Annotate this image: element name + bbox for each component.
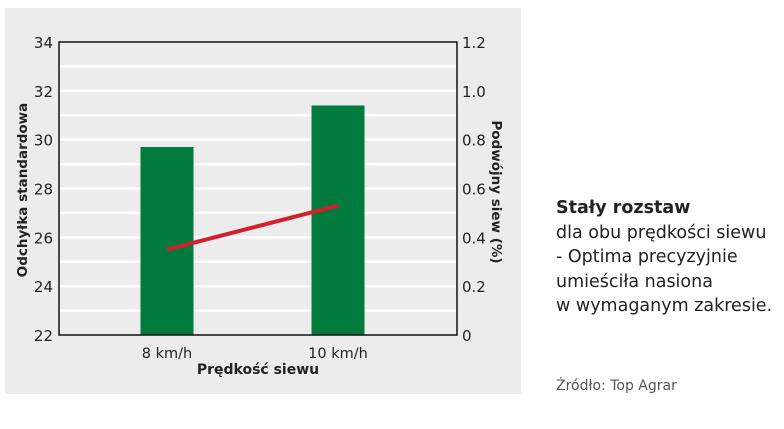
x-axis-label: Prędkość siewu [197, 362, 319, 378]
line-series [166, 203, 339, 252]
y-tick-right: 0 [462, 327, 472, 345]
y-tick-right: 0.4 [462, 229, 486, 247]
side-note: Stały rozstaw dla obu prędkości siewu - … [556, 196, 772, 319]
bar [140, 146, 194, 335]
y-tick-left: 24 [34, 278, 53, 296]
y-axis-label-left: Odchyłka standardowa [15, 103, 31, 278]
side-title: Stały rozstaw [556, 198, 691, 218]
side-line: - Optima precyzyjnie [556, 247, 738, 267]
side-line: umieściła nasiona [556, 271, 713, 292]
y-tick-left: 30 [34, 132, 53, 150]
y-tick-right: 0.2 [462, 278, 486, 296]
y-tick-right: 0.8 [462, 132, 486, 150]
x-tick: 8 km/h [142, 346, 192, 362]
y-tick-right: 0.6 [462, 181, 486, 199]
y-axis-label-right: Podwójny siew (%) [488, 120, 504, 263]
y-tick-right: 1.0 [462, 83, 486, 101]
y-tick-left: 34 [34, 34, 53, 52]
y-tick-right: 1.2 [462, 34, 486, 52]
chart-panel [5, 8, 521, 394]
y-tick-left: 32 [34, 83, 53, 101]
bar [311, 105, 365, 335]
y-tick-left: 22 [34, 327, 53, 345]
side-line: w wymaganym zakresie. [556, 296, 773, 316]
y-tick-left: 26 [34, 229, 53, 247]
plot-frame [58, 41, 458, 336]
side-line: dla obu prędkości siewu [556, 222, 767, 243]
y-tick-left: 28 [34, 181, 53, 199]
source-note: Źródło: Top Agrar [556, 378, 677, 394]
x-tick: 10 km/h [308, 346, 368, 362]
